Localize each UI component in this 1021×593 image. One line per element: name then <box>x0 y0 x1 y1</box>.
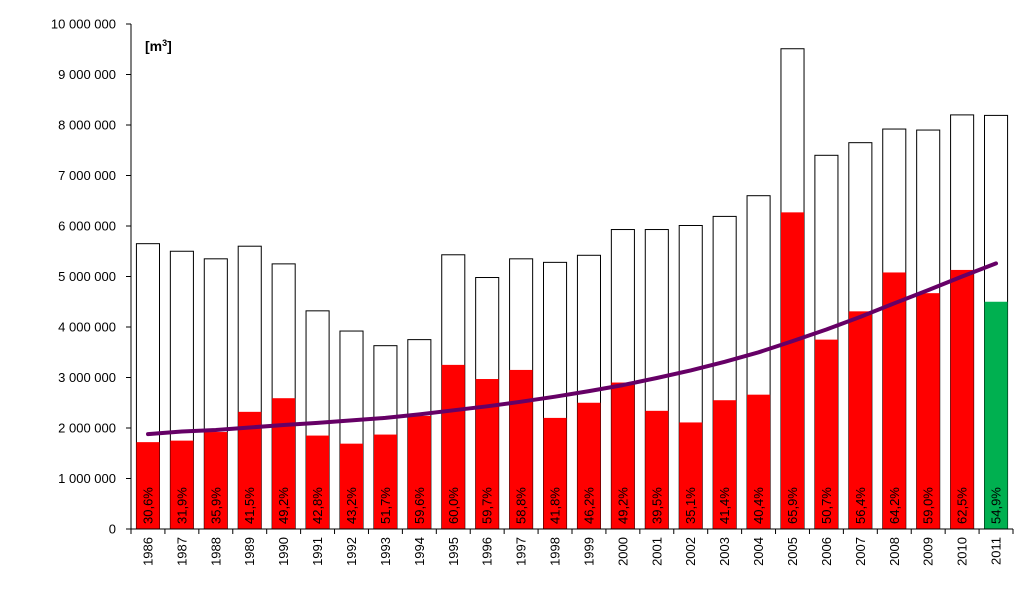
y-tick-label: 2 000 000 <box>58 421 116 436</box>
x-tick-label: 1991 <box>310 537 325 566</box>
x-tick-label: 1986 <box>140 537 155 566</box>
x-tick-label: 1990 <box>276 537 291 566</box>
bar-percent-label: 54,9% <box>989 487 1004 524</box>
bar-percent-label: 60,0% <box>446 487 461 524</box>
x-tick-label: 1999 <box>581 537 596 566</box>
bar-percent-label: 46,2% <box>581 487 596 524</box>
share-bar <box>882 272 906 529</box>
share-bar <box>916 293 940 529</box>
share-bar <box>475 379 499 529</box>
bar-percent-label: 42,8% <box>310 487 325 524</box>
bar-percent-label: 39,5% <box>649 487 664 524</box>
share-bar <box>543 417 567 529</box>
x-tick-label: 2006 <box>819 537 834 566</box>
bar-percent-label: 30,6% <box>140 487 155 524</box>
bar-percent-label: 64,2% <box>887 487 902 524</box>
bar-percent-label: 59,6% <box>412 487 427 524</box>
y-tick-label: 4 000 000 <box>58 320 116 335</box>
share-bar <box>136 442 160 529</box>
axes-layer: 0 1 000 000 2 000 000 3 000 000 4 000 000 5 0… <box>51 17 1014 566</box>
bar-labels-layer: 30,6% 31,9% 35,9% 41,5% 49,2% 42,8% 43,2% 51,7%… <box>140 487 1003 524</box>
share-bar <box>814 339 838 529</box>
x-tick-label: 2003 <box>717 537 732 566</box>
bar-percent-label: 62,5% <box>955 487 970 524</box>
y-tick-label: 3 000 000 <box>58 370 116 385</box>
x-tick-label: 2011 <box>989 537 1004 565</box>
bar-percent-label: 43,2% <box>344 487 359 524</box>
share-bar <box>204 432 228 529</box>
trend-layer <box>146 261 998 437</box>
bar-percent-label: 65,9% <box>785 487 800 524</box>
bars-layer <box>135 48 1009 530</box>
bar-percent-label: 59,0% <box>921 487 936 524</box>
share-bar <box>679 422 703 529</box>
share-bar <box>780 212 805 530</box>
share-bar <box>848 311 872 529</box>
trend-line <box>146 261 998 437</box>
share-bar <box>170 440 194 529</box>
x-tick-label: 1993 <box>378 537 393 566</box>
bar-percent-label: 40,4% <box>751 487 766 524</box>
share-bar <box>645 410 669 529</box>
bar-percent-label: 56,4% <box>853 487 868 524</box>
share-bar <box>306 435 330 529</box>
x-tick-label: 1987 <box>174 537 189 566</box>
share-bar <box>441 364 465 529</box>
bar-percent-label: 35,9% <box>208 487 223 524</box>
bar-percent-label: 59,7% <box>480 487 495 524</box>
share-bar <box>747 394 771 529</box>
share-bar <box>407 415 431 529</box>
x-tick-label: 2008 <box>887 537 902 566</box>
y-tick-label: 8 000 000 <box>58 118 116 133</box>
bar-percent-label: 41,8% <box>548 487 563 524</box>
share-bar <box>373 434 397 529</box>
y-tick-label: 1 000 000 <box>58 471 116 486</box>
x-tick-label: 2009 <box>921 537 936 566</box>
share-bar <box>238 411 262 529</box>
x-tick-label: 1998 <box>548 537 563 566</box>
x-tick-label: 1997 <box>514 537 529 566</box>
share-bar <box>272 398 296 529</box>
bar-percent-label: 58,8% <box>514 487 529 524</box>
bar-percent-label: 41,4% <box>717 487 732 524</box>
x-tick-label: 1988 <box>208 537 223 566</box>
bar-percent-label: 49,2% <box>615 487 630 524</box>
y-tick-label: 7 000 000 <box>58 168 116 183</box>
y-tick-label: 10 000 000 <box>51 17 116 32</box>
bar-percent-label: 31,9% <box>174 487 189 524</box>
y-tick-label: 6 000 000 <box>58 219 116 234</box>
x-tick-label: 1995 <box>446 537 461 566</box>
share-bar <box>611 382 635 529</box>
y-tick-label: 5 000 000 <box>58 269 116 284</box>
share-bar <box>950 269 974 529</box>
bar-percent-label: 35,1% <box>683 487 698 524</box>
unit-label: [m3] <box>145 38 172 54</box>
share-bar <box>713 400 737 529</box>
x-tick-label: 1992 <box>344 537 359 566</box>
x-tick-label: 2000 <box>615 537 630 566</box>
share-bar <box>984 301 1008 529</box>
share-bar <box>509 369 533 529</box>
bar-percent-label: 51,7% <box>378 487 393 524</box>
x-tick-label: 2002 <box>683 537 698 566</box>
x-tick-label: 2007 <box>853 537 868 566</box>
x-tick-label: 2010 <box>955 537 970 566</box>
x-tick-label: 1996 <box>480 537 495 566</box>
x-tick-label: 1989 <box>242 537 257 566</box>
x-tick-label: 2004 <box>751 537 766 566</box>
x-tick-label: 2005 <box>785 537 800 566</box>
bar-percent-label: 50,7% <box>819 487 834 524</box>
bar-percent-label: 49,2% <box>276 487 291 524</box>
bar-percent-label: 41,5% <box>242 487 257 524</box>
x-tick-label: 2001 <box>649 537 664 566</box>
share-bar <box>577 402 601 529</box>
share-bar <box>339 443 364 529</box>
y-tick-label: 9 000 000 <box>58 67 116 82</box>
y-tick-label: 0 <box>109 522 116 537</box>
x-tick-label: 1994 <box>412 537 427 566</box>
